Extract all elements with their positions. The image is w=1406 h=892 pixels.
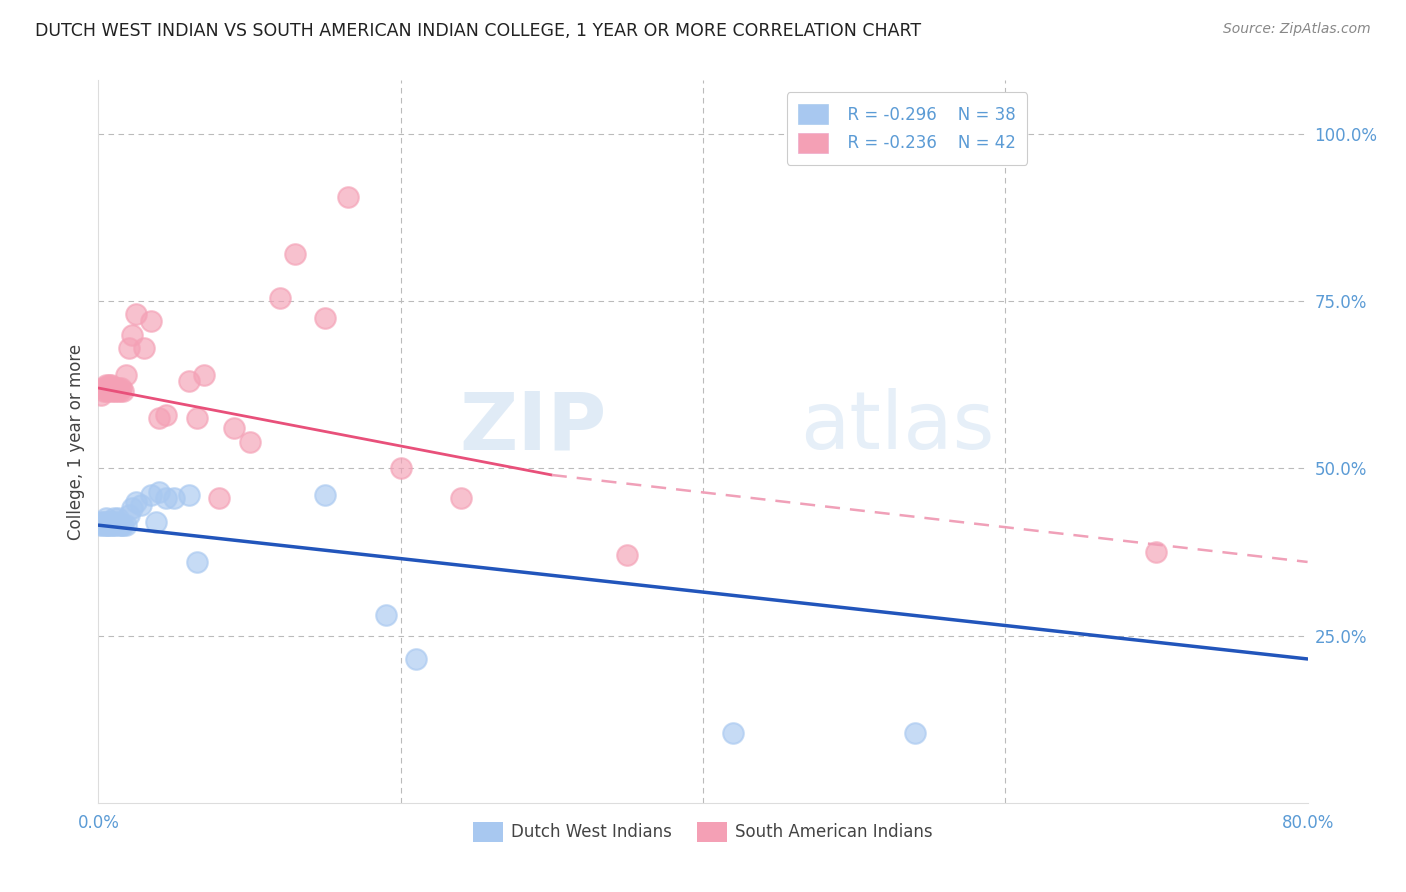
Point: [98, 515, 121, 529]
Point: [89, 518, 111, 533]
Point: [141, 314, 163, 328]
Point: [208, 491, 231, 506]
Point: [96, 518, 118, 533]
Point: [616, 548, 638, 563]
Point: [114, 518, 136, 533]
Point: [450, 491, 472, 506]
Point: [284, 247, 307, 261]
Point: [148, 484, 170, 499]
Point: [96, 381, 118, 395]
Point: [94, 377, 117, 392]
Point: [103, 518, 125, 533]
Y-axis label: College, 1 year or more: College, 1 year or more: [66, 343, 84, 540]
Point: [93, 384, 115, 399]
Point: [114, 368, 136, 382]
Legend: Dutch West Indians, South American Indians: Dutch West Indians, South American India…: [467, 815, 939, 848]
Point: [96, 384, 118, 399]
Point: [179, 488, 201, 502]
Point: [389, 461, 412, 475]
Point: [91, 381, 114, 395]
Point: [111, 518, 134, 533]
Point: [96, 515, 118, 529]
Point: [110, 381, 132, 395]
Point: [118, 508, 141, 523]
Point: [179, 375, 201, 389]
Point: [105, 384, 128, 399]
Point: [107, 511, 129, 525]
Point: [148, 411, 170, 425]
Point: [94, 511, 117, 525]
Point: [108, 384, 131, 399]
Point: [239, 434, 262, 449]
Point: [101, 381, 124, 395]
Point: [90, 515, 112, 529]
Point: [90, 387, 112, 401]
Point: [336, 190, 359, 204]
Point: [98, 518, 121, 533]
Point: [104, 518, 127, 533]
Point: [100, 384, 122, 399]
Point: [121, 327, 143, 342]
Point: [269, 291, 291, 305]
Point: [163, 491, 186, 506]
Point: [103, 381, 125, 395]
Point: [125, 494, 148, 508]
Point: [405, 652, 427, 666]
Point: [121, 501, 143, 516]
Point: [98, 377, 121, 392]
Text: DUTCH WEST INDIAN VS SOUTH AMERICAN INDIAN COLLEGE, 1 YEAR OR MORE CORRELATION C: DUTCH WEST INDIAN VS SOUTH AMERICAN INDI…: [35, 22, 921, 40]
Point: [155, 408, 177, 422]
Point: [125, 307, 148, 322]
Point: [374, 608, 396, 623]
Point: [94, 381, 117, 395]
Point: [104, 381, 127, 395]
Point: [94, 518, 117, 533]
Point: [91, 518, 114, 533]
Point: [1144, 545, 1167, 559]
Point: [100, 377, 122, 392]
Point: [111, 384, 134, 399]
Point: [103, 384, 125, 399]
Point: [93, 515, 115, 529]
Point: [105, 515, 128, 529]
Point: [904, 725, 927, 739]
Point: [141, 488, 163, 502]
Point: [129, 498, 152, 512]
Point: [100, 518, 122, 533]
Point: [186, 411, 208, 425]
Point: [110, 518, 132, 533]
Point: [132, 341, 155, 355]
Point: [101, 515, 124, 529]
Point: [103, 511, 125, 525]
Text: atlas: atlas: [800, 388, 994, 467]
Point: [314, 488, 336, 502]
Point: [100, 515, 122, 529]
Text: ZIP: ZIP: [458, 388, 606, 467]
Point: [145, 515, 167, 529]
Point: [193, 368, 215, 382]
Point: [108, 518, 131, 533]
Point: [107, 381, 129, 395]
Point: [118, 341, 141, 355]
Point: [186, 555, 208, 569]
Point: [723, 725, 745, 739]
Point: [314, 310, 336, 325]
Point: [224, 421, 246, 435]
Point: [98, 381, 121, 395]
Text: Source: ZipAtlas.com: Source: ZipAtlas.com: [1223, 22, 1371, 37]
Point: [155, 491, 177, 506]
